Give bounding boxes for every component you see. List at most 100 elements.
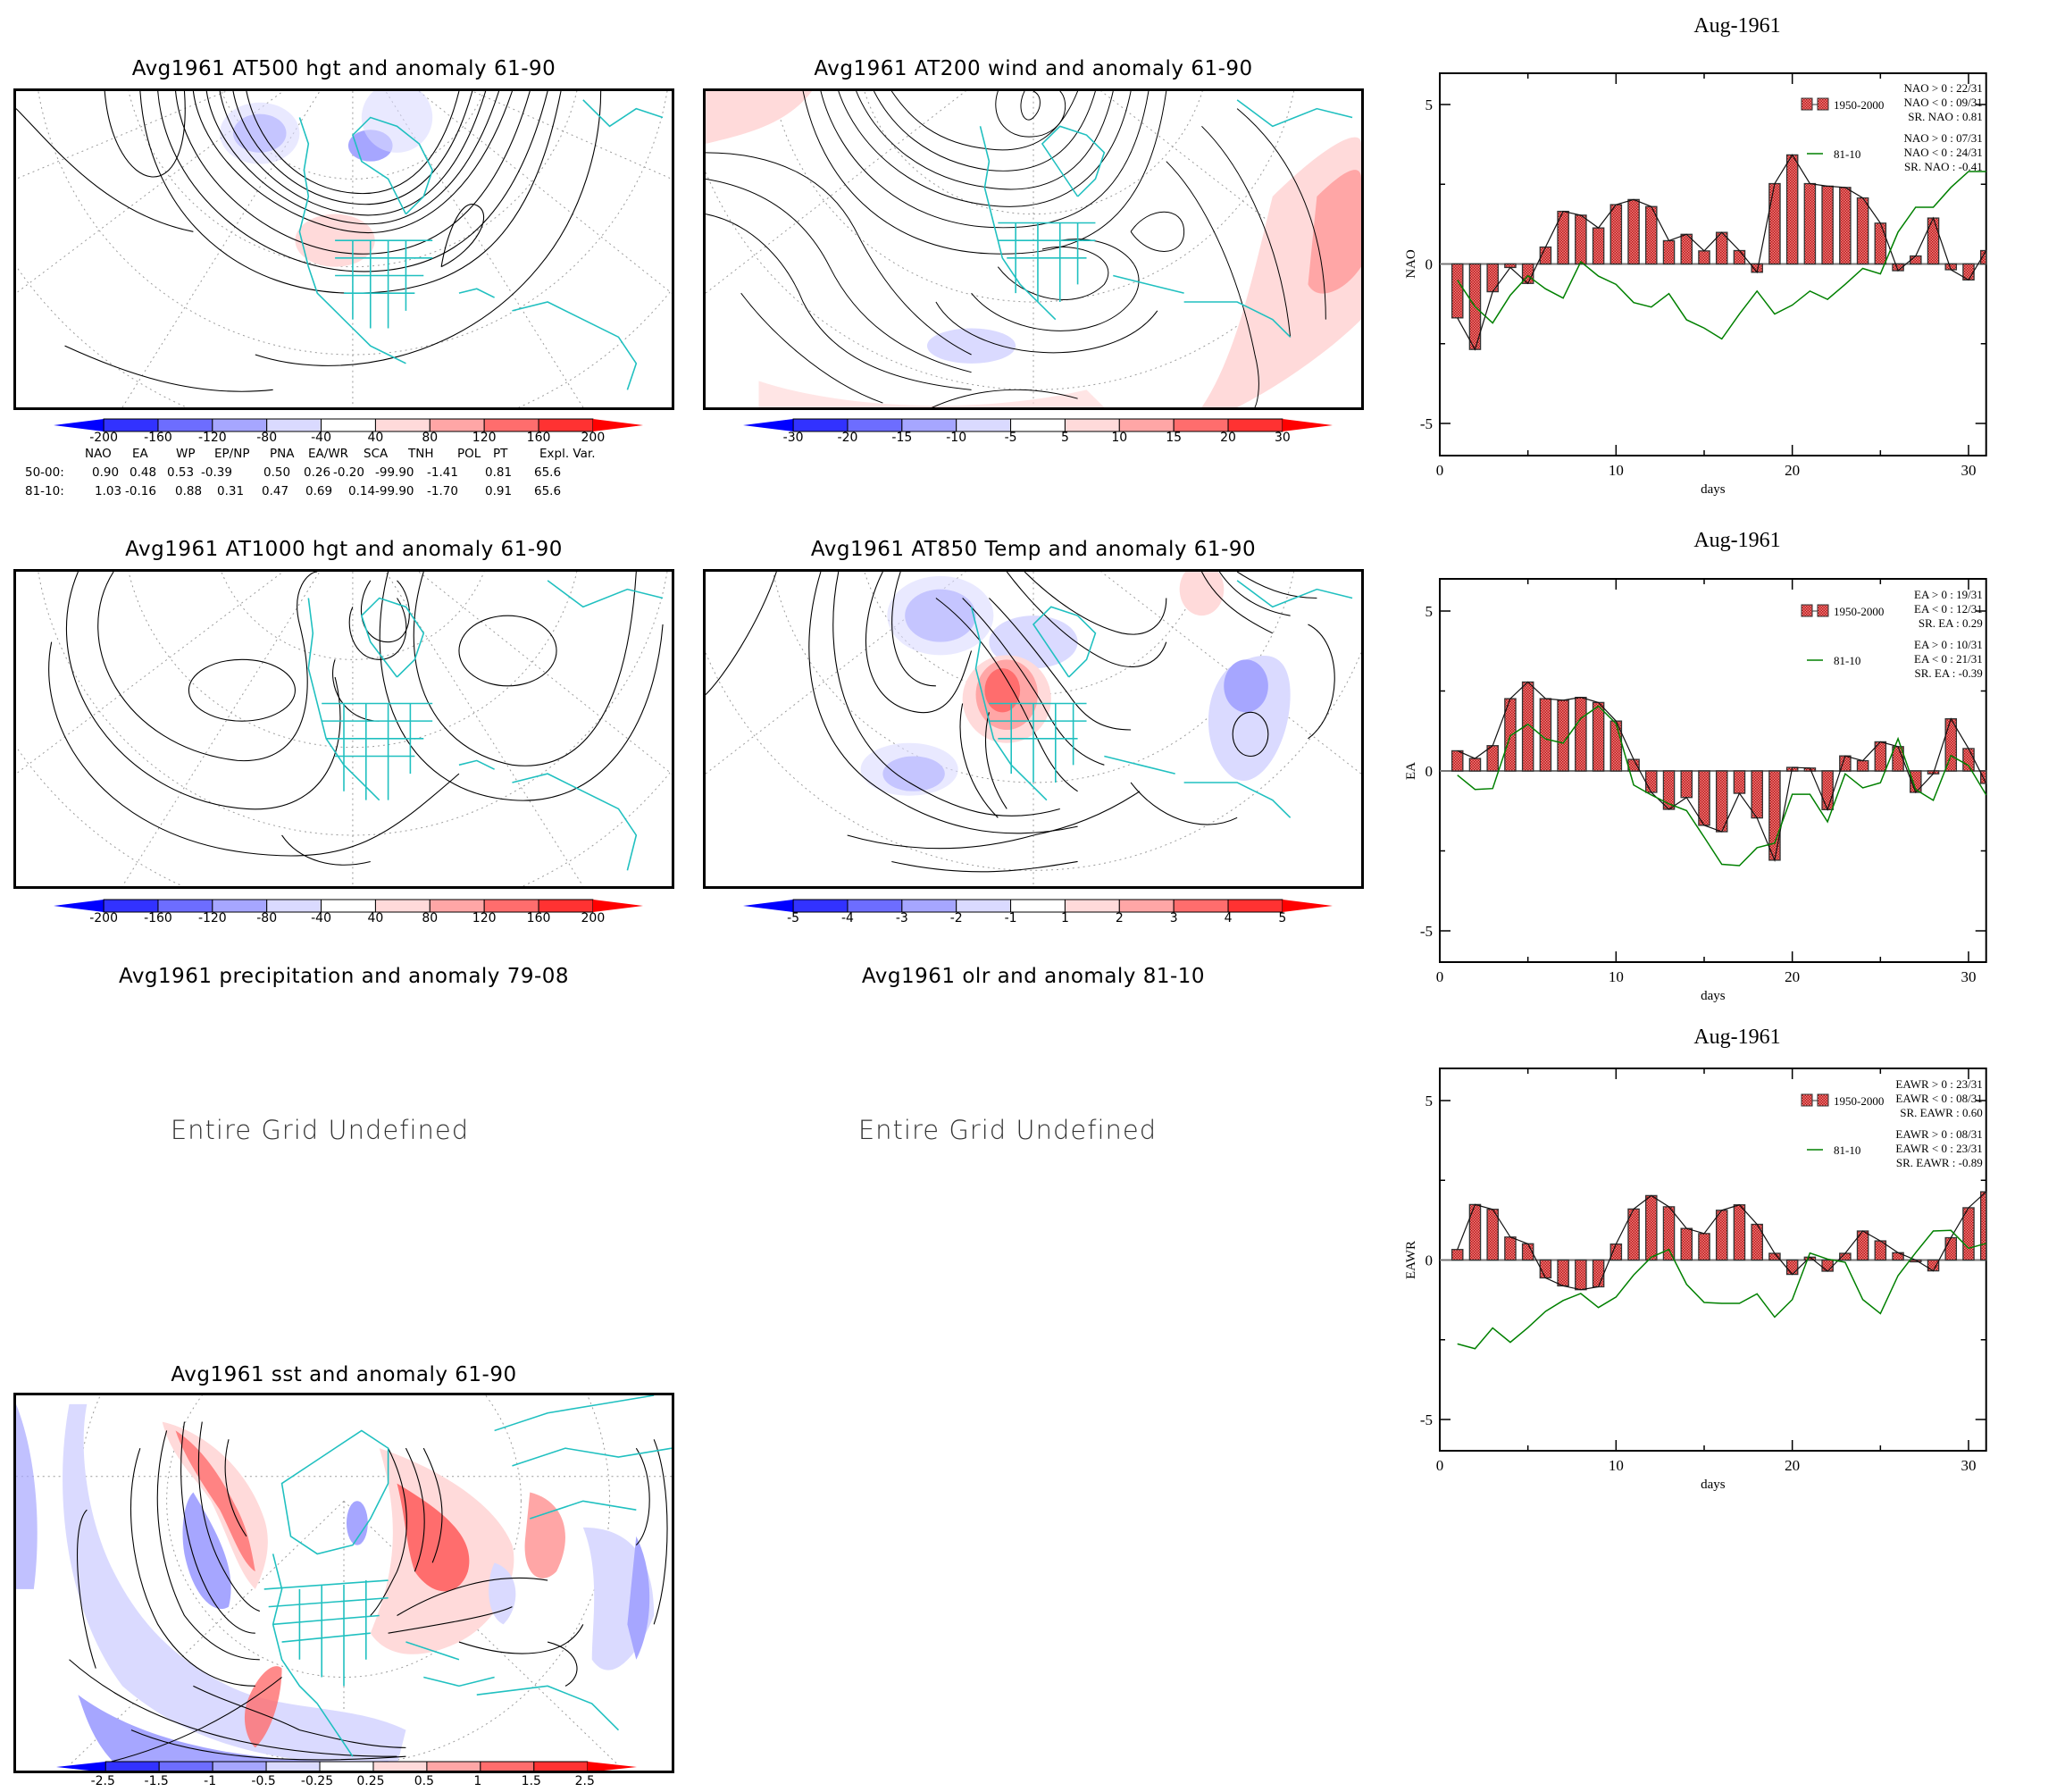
colorbar-tick-label: 40	[367, 431, 384, 445]
colorbar-hgt-500	[54, 418, 643, 432]
map-title-sst: Avg1961 sst and anomaly 61-90	[171, 1363, 517, 1386]
x-tick-label: 0	[1436, 968, 1444, 985]
map-title-at1000: Avg1961 AT1000 hgt and anomaly 61-90	[125, 538, 563, 561]
y-tick-label: 0	[1425, 256, 1434, 273]
y-tick-label: 0	[1425, 763, 1434, 780]
colorbar-tick-label: 2.5	[574, 1774, 595, 1788]
table-cell: 65.6	[534, 484, 562, 498]
y-axis-label: EAWR	[1404, 1241, 1418, 1279]
colorbar-tick-label: 0.5	[414, 1774, 435, 1788]
x-axis-label: days	[1701, 482, 1726, 497]
y-axis-label: EA	[1404, 762, 1418, 780]
colorbar-arrow-high	[1282, 900, 1333, 912]
legend-stat-81-10: SR. EA : -0.39	[1915, 666, 1983, 680]
map-title-at200: Avg1961 AT200 wind and anomaly 61-90	[814, 57, 1253, 80]
line-series-81-10	[1457, 171, 1986, 340]
colorbar-tick-label: -5	[787, 911, 800, 925]
y-axis-label: NAO	[1404, 249, 1418, 279]
x-tick-label: 0	[1436, 1457, 1444, 1474]
colorbar-tick-label: -2	[949, 911, 963, 925]
table-cell: -99.90	[375, 484, 414, 498]
colorbar-tick-label: 4	[1224, 911, 1233, 925]
legend-stat-81-10: EAWR > 0 : 08/31	[1895, 1127, 1982, 1141]
colorbar-wind-200	[743, 418, 1333, 432]
table-cell: -1.41	[427, 465, 458, 480]
colorbar-tick-label: -120	[197, 911, 227, 925]
colorbar-tick-label: 120	[472, 431, 497, 445]
legend-label-81-10: 81-10	[1834, 147, 1860, 161]
colorbar-arrow-high	[592, 900, 643, 912]
bar	[1592, 1259, 1605, 1288]
colorbar-swatch	[1227, 899, 1283, 913]
bar-series-line	[1457, 681, 1987, 862]
colorbar-tick-label: 5	[1060, 431, 1069, 445]
colorbar-tick-label: -3	[895, 911, 908, 925]
legend-label-81-10: 81-10	[1834, 1143, 1860, 1157]
table-header-explvar: Expl. Var.	[539, 447, 596, 461]
colorbar-labels-hgt-500: -200 -160 -120 -80 -40 40 80 120 160 200	[54, 431, 643, 448]
map-at850	[703, 569, 1364, 889]
table-header-pol: POL	[457, 447, 481, 461]
bar	[1962, 1207, 1975, 1261]
colorbar-tick-label: 1	[473, 1774, 482, 1788]
table-row-label: 50-00:	[25, 465, 64, 480]
legend-stat-81-10: SR. EAWR : -0.89	[1896, 1156, 1983, 1169]
legend-stat-81-10: SR. NAO : -0.41	[1904, 160, 1983, 173]
bar	[1927, 1259, 1940, 1272]
x-axis-label: days	[1701, 989, 1726, 1003]
map-sst	[13, 1393, 674, 1773]
map-title-at500: Avg1961 AT500 hgt and anomaly 61-90	[131, 57, 556, 80]
legend-stat-81-10: NAO > 0 : 07/31	[1903, 131, 1982, 145]
x-tick-label: 10	[1609, 462, 1624, 479]
table-cell: 0.47	[262, 484, 289, 498]
colorbar-tick-label: -0.25	[300, 1774, 334, 1788]
colorbar-tick-label: 5	[1278, 911, 1287, 925]
x-tick-label: 30	[1961, 968, 1977, 985]
colorbar-tick-label: -160	[144, 911, 172, 925]
y-tick-label: 0	[1425, 1252, 1434, 1269]
colorbar-tick-label: 120	[472, 911, 497, 925]
table-header-tnh: TNH	[408, 447, 434, 461]
table-cell: -0.20	[333, 465, 364, 480]
table-header-pt: PT	[493, 447, 508, 461]
x-tick-label: 10	[1609, 968, 1624, 985]
bar-series-line	[1457, 1191, 1987, 1291]
colorbar-tick-label: 200	[581, 911, 606, 925]
table-cell: 0.14	[348, 484, 376, 498]
legend-bar-swatch	[1817, 604, 1829, 617]
bar	[1557, 1259, 1569, 1287]
table-header-pna: PNA	[270, 447, 295, 461]
table-header-ea: EA	[132, 447, 148, 461]
table-row-label: 81-10:	[25, 484, 64, 498]
table-header-wp: WP	[176, 447, 196, 461]
y-tick-label: -5	[1420, 415, 1433, 432]
table-cell: -99.90	[375, 465, 414, 480]
bar	[1768, 1252, 1781, 1261]
table-cell: -0.39	[201, 465, 232, 480]
bar	[1715, 1210, 1728, 1261]
colorbar-tick-label: 10	[1111, 431, 1128, 445]
chart-title-eawr: Aug-1961	[1693, 1026, 1781, 1049]
table-cell: 0.48	[130, 465, 157, 480]
table-cell: 0.91	[485, 484, 513, 498]
line-series-81-10	[1457, 1229, 1986, 1350]
map-at500-canvas	[16, 91, 672, 407]
colorbar-tick-label: -200	[89, 911, 118, 925]
bar	[1486, 1209, 1499, 1261]
colorbar-tick-label: -10	[946, 431, 967, 445]
table-cell: 0.81	[485, 465, 513, 480]
x-tick-label: 30	[1961, 1457, 1977, 1474]
colorbar-arrow-low	[743, 419, 794, 431]
table-cell: 0.26	[304, 465, 331, 480]
map-title-at850: Avg1961 AT850 Temp and anomaly 61-90	[810, 538, 1257, 561]
bar	[1662, 1206, 1676, 1261]
colorbar-temp-850	[743, 899, 1333, 913]
colorbar-arrow-low	[54, 900, 105, 912]
legend-stat-1950-2000: EAWR > 0 : 23/31	[1895, 1077, 1982, 1091]
legend-stat-1950-2000: SR. EAWR : 0.60	[1900, 1106, 1983, 1119]
chart-title-ea: Aug-1961	[1693, 529, 1781, 552]
table-cell: 0.50	[263, 465, 291, 480]
